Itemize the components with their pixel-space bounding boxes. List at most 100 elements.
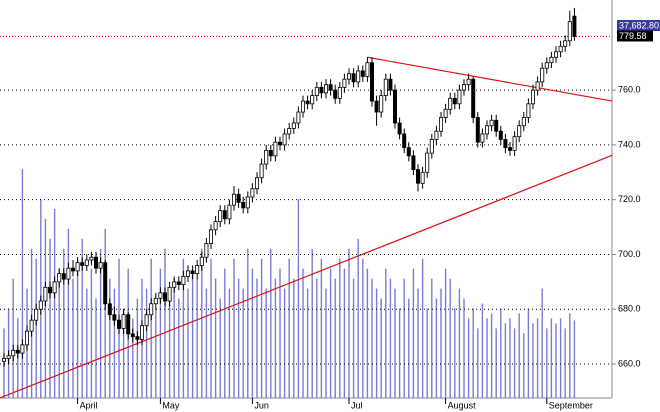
candle-body xyxy=(227,204,232,220)
volume-bar xyxy=(224,268,226,398)
volume-bar xyxy=(109,278,111,398)
volume-bar xyxy=(458,288,461,398)
candle-body xyxy=(176,281,181,285)
candle-body xyxy=(245,196,250,209)
candle-body xyxy=(549,56,554,64)
candle-body xyxy=(231,193,236,206)
volume-bar xyxy=(523,333,525,398)
candle-body xyxy=(402,133,407,149)
candle-body xyxy=(369,62,374,102)
volume-bar xyxy=(449,278,451,398)
candle-body xyxy=(241,202,246,209)
candle-body xyxy=(310,95,315,105)
volume-bar xyxy=(67,228,70,398)
candle-body xyxy=(535,81,540,91)
volume-bar xyxy=(440,288,442,398)
volume-bar xyxy=(398,308,401,398)
x-tick-label: April xyxy=(80,400,98,410)
volume-bar xyxy=(214,278,217,398)
candle-body xyxy=(475,117,480,143)
volume-bar xyxy=(256,278,258,398)
candle-body xyxy=(57,273,62,283)
volume-bar xyxy=(311,248,313,398)
x-tick-label: Jul xyxy=(351,400,363,410)
candle-body xyxy=(521,117,526,127)
candle-body xyxy=(2,358,7,362)
volume-bar xyxy=(463,298,465,398)
volume-bar xyxy=(173,278,175,398)
volume-bar xyxy=(426,308,428,398)
x-tick-label: May xyxy=(162,400,180,410)
candle-body xyxy=(484,125,489,135)
candle-body xyxy=(94,256,99,269)
volume-bar xyxy=(155,308,157,398)
volume-bar xyxy=(343,268,346,398)
volume-bar xyxy=(444,268,447,398)
candle-body xyxy=(503,139,508,149)
volume-bar xyxy=(320,258,323,398)
volume-bar xyxy=(21,169,24,398)
volume-bar xyxy=(569,313,571,398)
candle-body xyxy=(277,141,282,146)
volume-bar xyxy=(122,308,125,398)
candle-body xyxy=(52,281,57,294)
candle-body xyxy=(300,100,305,113)
y-tick-label: 760.0 xyxy=(618,84,641,94)
volume-bar xyxy=(187,288,189,398)
candle-body xyxy=(204,243,209,258)
candle-body xyxy=(314,86,319,96)
volume-bar xyxy=(389,278,392,398)
volume-bar xyxy=(201,248,203,398)
y-tick-label: 700.0 xyxy=(618,249,641,259)
candle-body xyxy=(507,147,512,151)
candle-body xyxy=(149,303,154,316)
volume-bar xyxy=(12,278,14,398)
candle-body xyxy=(415,169,420,184)
candle-body xyxy=(259,163,264,179)
candle-body xyxy=(84,259,89,266)
volume-bar xyxy=(467,318,470,398)
candle-body xyxy=(443,108,448,118)
volume-label: 37,682.80 xyxy=(619,20,659,30)
volume-bar xyxy=(435,298,438,398)
volume-bar xyxy=(513,328,516,398)
candle-body xyxy=(333,89,338,99)
candle-body xyxy=(351,73,356,83)
candle-body xyxy=(452,97,457,105)
volume-bar xyxy=(35,258,37,398)
volume-bar xyxy=(329,268,332,398)
candle-body xyxy=(397,122,402,135)
volume-bar xyxy=(53,208,56,398)
volume-bar xyxy=(541,288,543,398)
candle-body xyxy=(558,45,563,53)
candle-body xyxy=(172,281,177,288)
volume-bar xyxy=(219,298,221,398)
candle-body xyxy=(374,100,379,113)
volume-bar xyxy=(357,238,359,398)
x-tick-label: Jun xyxy=(254,400,269,410)
price-label: 779.58 xyxy=(619,31,647,41)
candle-body xyxy=(11,349,16,357)
candle-body xyxy=(98,262,103,269)
candle-body xyxy=(489,119,494,127)
volume-bar xyxy=(145,288,148,398)
candle-body xyxy=(323,84,328,94)
volume-bar xyxy=(509,318,511,398)
candle-body xyxy=(236,193,241,203)
volume-bar xyxy=(518,313,520,398)
candle-body xyxy=(448,97,453,110)
candle-body xyxy=(425,152,430,173)
candle-body xyxy=(121,314,126,329)
candle-body xyxy=(517,125,522,138)
candle-body xyxy=(296,111,301,124)
x-tick-label: September xyxy=(549,400,593,410)
volume-bar xyxy=(242,288,244,398)
volume-bar xyxy=(375,288,378,398)
candle-body xyxy=(356,70,361,83)
candle-body xyxy=(34,308,39,321)
volume-bar xyxy=(247,248,249,398)
candle-body xyxy=(75,262,80,272)
candle-body xyxy=(24,330,29,346)
volume-bar xyxy=(205,288,208,398)
candle-body xyxy=(457,89,462,105)
